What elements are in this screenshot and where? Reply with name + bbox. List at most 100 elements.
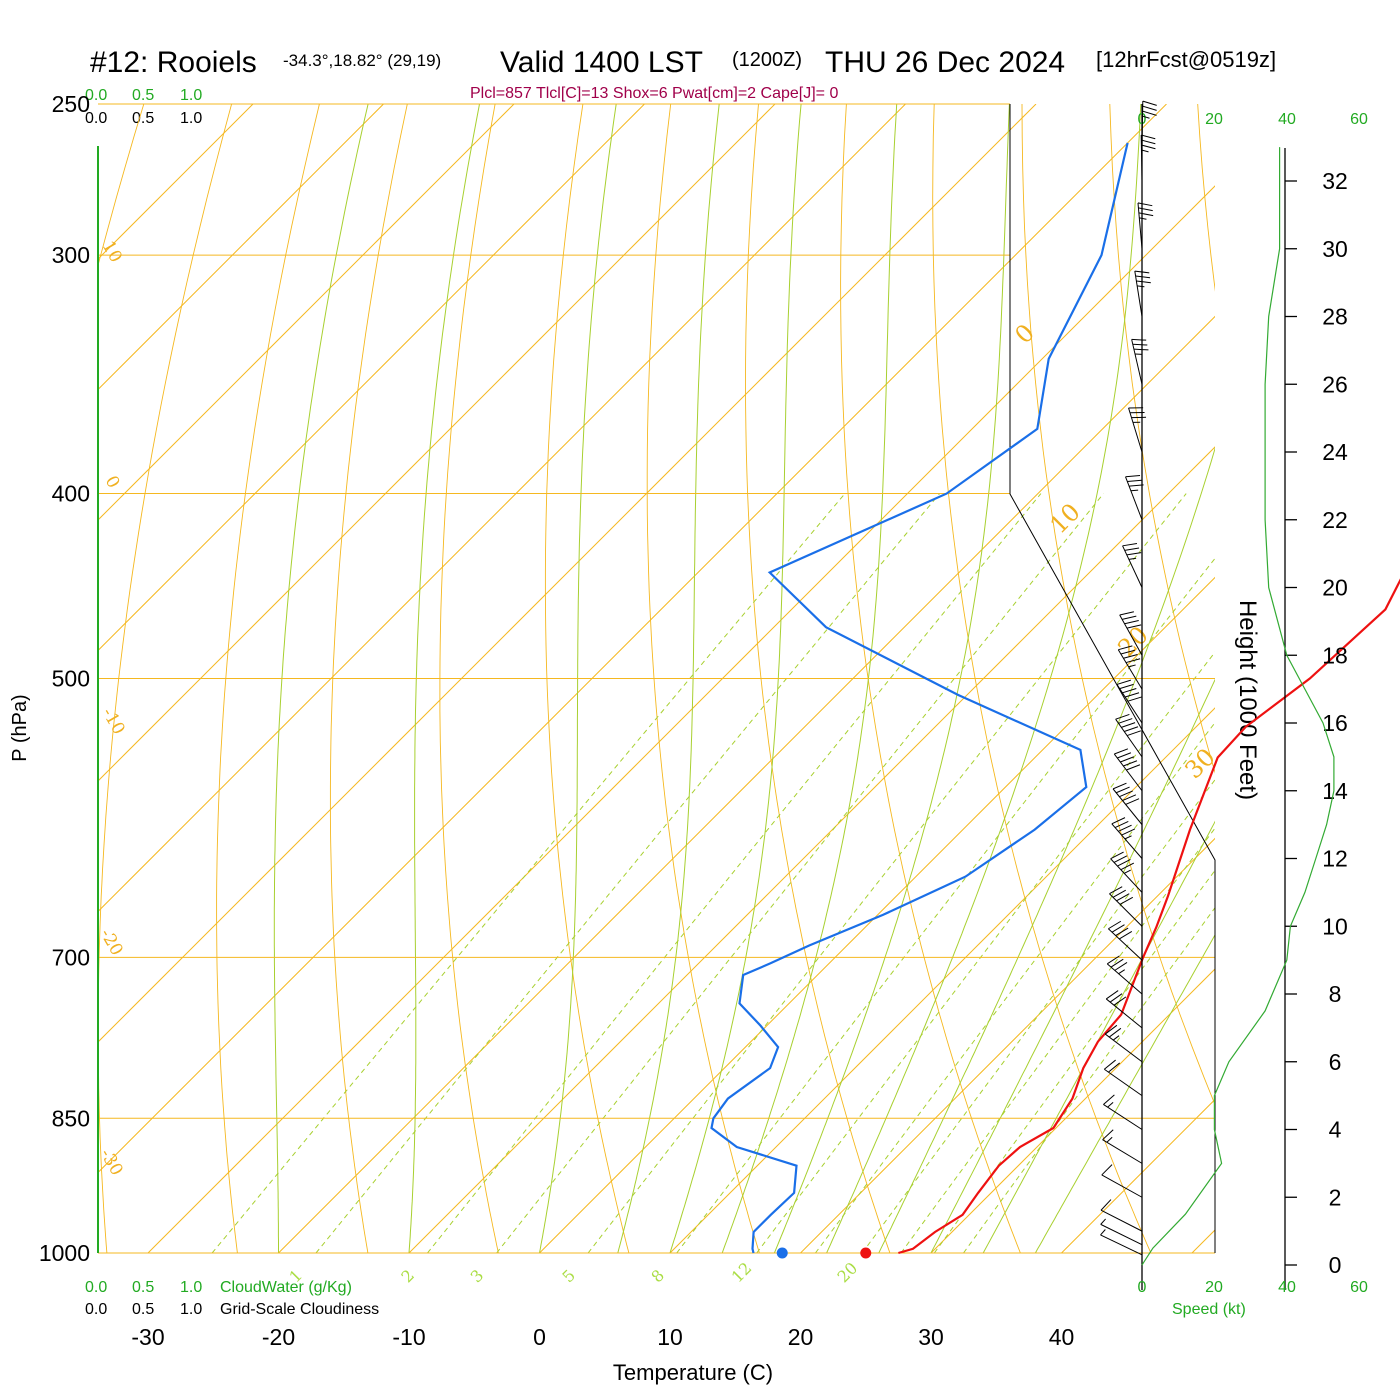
wind-barb-flag	[1127, 696, 1142, 702]
height-tick-24: 24	[1322, 439, 1348, 465]
pressure-tick-850: 850	[52, 1105, 90, 1131]
wind-barb-flag	[1138, 212, 1154, 217]
moist-adiabat-6	[617, 104, 720, 1253]
isotherm-30	[930, 968, 1215, 1253]
wind-barb-flag	[1138, 207, 1153, 212]
dry-adiabat-250	[216, 104, 320, 1253]
pressure-tick-250: 250	[52, 91, 90, 117]
wind-barb-flag	[1105, 990, 1119, 1000]
cloudiness-bottom-tick-0: 0.0	[85, 1301, 107, 1318]
moist-adiabat-26	[878, 446, 1215, 1253]
cloudiness-top-tick-2: 1.0	[180, 110, 202, 127]
wind-barb-flag	[1129, 484, 1144, 487]
height-tick-4: 4	[1329, 1117, 1342, 1143]
wind-barb-flag	[1111, 924, 1125, 933]
wind-barb-staff	[1112, 788, 1143, 825]
wind-barb-half-flag	[1118, 969, 1125, 975]
surface-dewpoint-marker	[776, 1247, 788, 1259]
wind-barb-flag	[1103, 1094, 1115, 1105]
wind-barb-staff	[1131, 339, 1143, 385]
wind-barb-flag	[1104, 1024, 1118, 1035]
height-tick-6: 6	[1329, 1049, 1342, 1075]
wind-barb-staff	[1100, 1209, 1143, 1232]
height-tick-30: 30	[1322, 236, 1348, 262]
wind-barb-flag	[1122, 794, 1137, 801]
height-tick-16: 16	[1322, 710, 1348, 736]
wind-barb-flag	[1108, 920, 1122, 930]
wind-barb-9	[1106, 955, 1143, 995]
height-tick-2: 2	[1329, 1184, 1342, 1210]
wind-barb-flag	[1104, 1059, 1116, 1070]
wind-barb-flag	[1114, 820, 1129, 829]
wind-barb-staff	[1122, 545, 1143, 588]
wind-barb-staff	[1113, 753, 1143, 792]
wind-barb-23	[1131, 338, 1149, 385]
wind-barb-20	[1122, 543, 1143, 588]
wind-barb-13	[1111, 817, 1143, 859]
isotherm-60	[1323, 104, 1400, 1253]
mixing-ratio-line-1	[315, 493, 940, 1253]
wind-barb-flag	[1100, 1199, 1112, 1211]
wind-barb-flag	[1118, 645, 1133, 651]
dry-adiabat-label--10: -10	[98, 705, 129, 739]
wind-barb-flag	[1136, 280, 1151, 284]
wind-barb-flag	[1142, 110, 1157, 116]
wind-barb-flag	[1124, 726, 1139, 732]
wind-barb-11	[1109, 886, 1143, 927]
cloudwater-bottom-tick-1: 0.5	[132, 1279, 154, 1296]
wind-barb-12	[1110, 851, 1143, 893]
height-tick-20: 20	[1322, 575, 1348, 601]
wind-barb-flag	[1114, 748, 1129, 755]
y-axis-title: P (hPa)	[9, 694, 31, 761]
height-tick-8: 8	[1329, 981, 1342, 1007]
wind-barb-flag	[1109, 886, 1123, 895]
height-tick-28: 28	[1322, 304, 1348, 330]
wind-barb-17	[1116, 679, 1143, 724]
moist-adiabat--10	[408, 104, 480, 1253]
cloudwater-bottom-tick-0: 0.0	[85, 1279, 107, 1296]
wind-barb-flag	[1127, 479, 1142, 482]
isotherm-50	[1191, 1229, 1215, 1253]
wind-barb-staff	[1141, 101, 1144, 148]
moist-adiabat-22	[826, 104, 1142, 1253]
temperature-tick--30: -30	[131, 1324, 164, 1350]
wind-barb-flag	[1110, 958, 1124, 968]
height-axis-title: Height (1000 Feet)	[1234, 600, 1261, 800]
wind-barb-half-flag	[1139, 217, 1147, 220]
dry-adiabat-330	[1021, 104, 1215, 1106]
wind-barb-half-flag	[1130, 489, 1139, 492]
cloudwater-top-tick-2: 1.0	[180, 87, 202, 104]
dry-adiabat-label-0: 0	[101, 473, 124, 492]
speed-top-tick-60: 60	[1350, 111, 1368, 128]
wind-barb-flag	[1141, 139, 1156, 145]
wind-barb-flag	[1111, 817, 1126, 825]
wind-barb-half-flag	[1100, 1229, 1106, 1236]
wind-barb-flag	[1115, 713, 1130, 720]
dry-adiabat-340	[1109, 104, 1215, 774]
wind-barb-staff	[1104, 1033, 1143, 1063]
wind-barb-staff	[1116, 684, 1143, 724]
dry-adiabat-label-10: 10	[98, 238, 126, 267]
wind-barb-flag	[1116, 893, 1130, 902]
wind-barb-24	[1134, 270, 1151, 317]
wind-barb-0	[1100, 1229, 1143, 1256]
wind-barb-flag	[1124, 547, 1140, 551]
wind-barb-staff	[1111, 823, 1143, 859]
wind-barb-19	[1119, 611, 1143, 656]
wind-barb-flag	[1109, 993, 1123, 1003]
dry-adiabat-300	[745, 104, 891, 1253]
wind-barb-flag	[1134, 270, 1150, 274]
wind-barb-flag	[1123, 654, 1138, 659]
mixing-ratio-line-5	[587, 493, 1187, 1253]
cloudwater-bottom-tick-2: 1.0	[180, 1279, 202, 1296]
moist-adiabat-30	[930, 678, 1215, 1253]
wind-barb-staff	[1109, 893, 1143, 927]
wind-barb-flag	[1142, 105, 1157, 111]
forecast-run: [12hrFcst@0519z]	[1096, 47, 1276, 72]
skewt-right-border	[1009, 104, 1216, 1253]
dewpoint-profile	[710, 142, 1129, 1254]
wind-barb-half-flag	[1107, 1102, 1114, 1108]
isotherm-10	[669, 707, 1215, 1253]
wind-barb-half-flag	[1100, 1218, 1106, 1225]
mixing-ratio-label-8: 8	[647, 1266, 668, 1287]
